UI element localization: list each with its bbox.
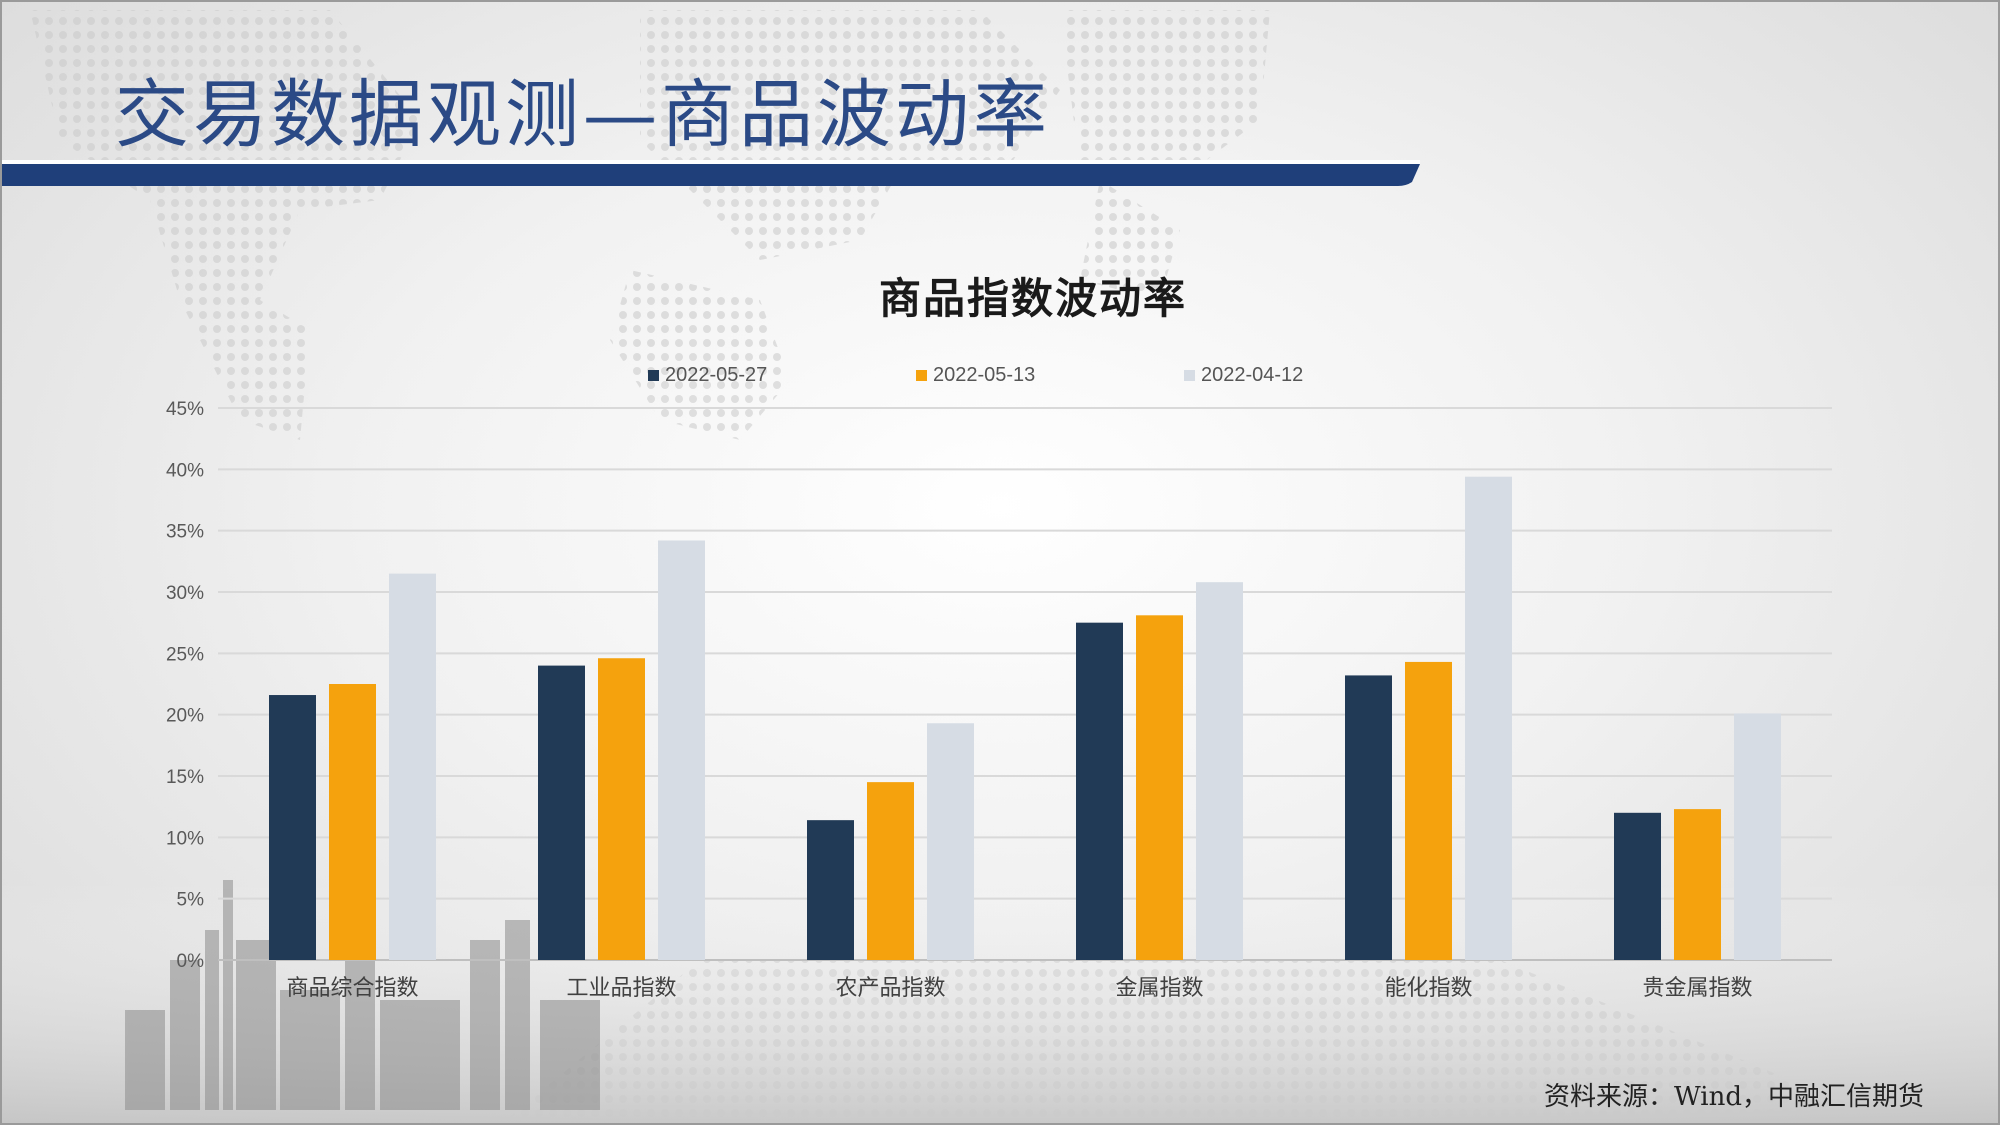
legend-item-series-3: 2022-04-12	[1184, 364, 1303, 387]
y-tick-label: 15%	[166, 767, 204, 788]
bar-3-1	[389, 573, 436, 960]
y-tick-label: 5%	[177, 890, 205, 911]
y-tick-label: 30%	[166, 583, 204, 604]
world-map-dots	[30, 10, 1270, 440]
bar-2-6	[1674, 809, 1721, 960]
x-tick-label: 金属指数	[1115, 976, 1203, 1001]
x-tick-label: 农产品指数	[835, 976, 945, 1001]
bar-2-2	[598, 658, 645, 960]
bar-2-1	[329, 684, 376, 960]
legend-item-series-2: 2022-05-13	[916, 364, 1035, 387]
legend-item-series-1: 2022-05-27	[648, 364, 767, 387]
legend-label: 2022-05-13	[933, 364, 1036, 386]
source-note: 资料来源：Wind，中融汇信期货	[1544, 1082, 1924, 1112]
bar-1-4	[1076, 622, 1123, 960]
y-tick-label: 10%	[166, 828, 204, 849]
legend-swatch-icon	[648, 370, 659, 381]
bar-3-6	[1734, 713, 1781, 960]
floor-dots	[500, 960, 1900, 1125]
y-tick-label: 20%	[166, 706, 204, 727]
x-tick-label: 能化指数	[1384, 976, 1472, 1001]
bar-3-3	[927, 723, 974, 960]
skyline-silhouette	[125, 880, 600, 1110]
page-title: 交易数据观测—商品波动率	[115, 72, 1051, 158]
bar-1-6	[1614, 812, 1661, 960]
y-tick-label: 0%	[177, 951, 205, 972]
bar-1-2	[538, 665, 585, 960]
legend-swatch-icon	[916, 370, 927, 381]
bar-3-2	[658, 540, 705, 960]
legend-swatch-icon	[1184, 370, 1195, 381]
title-underline-band	[0, 160, 1420, 186]
bar-2-3	[867, 782, 914, 960]
bar-3-5	[1465, 476, 1512, 960]
legend-label: 2022-04-12	[1201, 364, 1304, 386]
bar-1-5	[1345, 675, 1392, 960]
bar-1-1	[269, 695, 316, 960]
bar-1-3	[807, 820, 854, 960]
x-tick-label: 贵金属指数	[1642, 976, 1752, 1001]
bar-2-4	[1136, 615, 1183, 960]
bar-2-5	[1405, 661, 1452, 960]
chart-legend: 2022-05-27 2022-05-13 2022-04-12	[0, 364, 2000, 394]
bar-3-4	[1196, 582, 1243, 960]
x-tick-label: 工业品指数	[566, 976, 676, 1001]
y-tick-label: 35%	[166, 522, 204, 543]
x-tick-label: 商品综合指数	[286, 976, 418, 1001]
chart-title: 商品指数波动率	[878, 274, 1187, 323]
y-tick-label: 45%	[166, 399, 204, 420]
y-tick-label: 25%	[166, 644, 204, 665]
y-tick-label: 40%	[166, 460, 204, 481]
legend-label: 2022-05-27	[665, 364, 768, 386]
